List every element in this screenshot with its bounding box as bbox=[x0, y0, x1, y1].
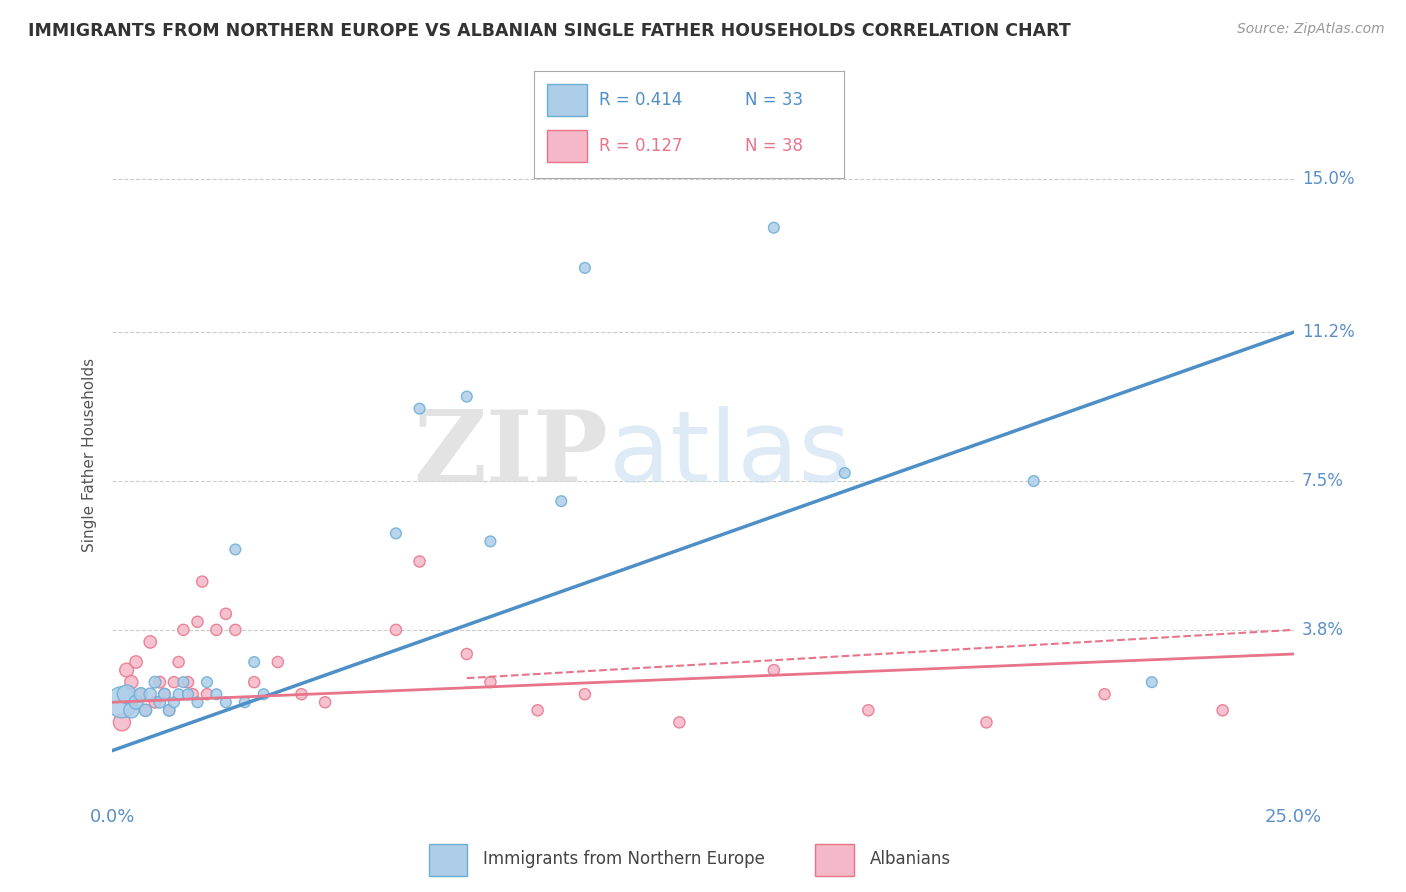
Point bbox=[115, 687, 138, 701]
Text: N = 38: N = 38 bbox=[745, 137, 803, 155]
Point bbox=[177, 675, 200, 690]
Point bbox=[191, 574, 214, 589]
Point bbox=[550, 494, 572, 508]
Point bbox=[167, 655, 190, 669]
Point bbox=[186, 615, 208, 629]
Point bbox=[215, 607, 238, 621]
Text: 7.5%: 7.5% bbox=[1302, 472, 1344, 490]
Point bbox=[233, 695, 256, 709]
Point bbox=[479, 675, 502, 690]
Point bbox=[456, 390, 478, 404]
Point bbox=[149, 695, 172, 709]
Point bbox=[243, 675, 266, 690]
Point bbox=[385, 623, 408, 637]
Bar bbox=[815, 844, 855, 876]
Point bbox=[290, 687, 312, 701]
Text: ZIP: ZIP bbox=[413, 407, 609, 503]
Point bbox=[153, 687, 176, 701]
Point bbox=[177, 687, 200, 701]
Point bbox=[172, 623, 194, 637]
Point bbox=[976, 715, 998, 730]
Point bbox=[195, 675, 218, 690]
Point bbox=[181, 687, 204, 701]
Point bbox=[135, 703, 157, 717]
Point bbox=[762, 663, 785, 677]
Bar bbox=[429, 844, 467, 876]
Point bbox=[125, 655, 148, 669]
Point bbox=[224, 623, 246, 637]
Point bbox=[205, 623, 228, 637]
Text: R = 0.127: R = 0.127 bbox=[599, 137, 683, 155]
Point bbox=[167, 687, 190, 701]
Point bbox=[267, 655, 290, 669]
Point bbox=[163, 675, 186, 690]
Point bbox=[115, 663, 138, 677]
Point bbox=[1212, 703, 1234, 717]
Point bbox=[111, 715, 134, 730]
Text: N = 33: N = 33 bbox=[745, 91, 803, 109]
Point bbox=[139, 687, 162, 701]
Point bbox=[120, 703, 142, 717]
Point bbox=[153, 687, 176, 701]
Point bbox=[314, 695, 336, 709]
Point bbox=[143, 675, 166, 690]
Bar bbox=[547, 84, 586, 116]
Point bbox=[1094, 687, 1116, 701]
Point bbox=[120, 675, 142, 690]
Text: Albanians: Albanians bbox=[869, 849, 950, 868]
Text: IMMIGRANTS FROM NORTHERN EUROPE VS ALBANIAN SINGLE FATHER HOUSEHOLDS CORRELATION: IMMIGRANTS FROM NORTHERN EUROPE VS ALBAN… bbox=[28, 22, 1071, 40]
Text: R = 0.414: R = 0.414 bbox=[599, 91, 682, 109]
Point bbox=[456, 647, 478, 661]
Point bbox=[408, 401, 430, 416]
Point bbox=[574, 260, 596, 275]
Point bbox=[129, 687, 152, 701]
Point bbox=[157, 703, 180, 717]
Text: 3.8%: 3.8% bbox=[1302, 621, 1344, 639]
Point bbox=[1140, 675, 1163, 690]
Point bbox=[111, 695, 134, 709]
Point bbox=[668, 715, 690, 730]
Point bbox=[149, 675, 172, 690]
Point bbox=[129, 687, 152, 701]
Point bbox=[157, 703, 180, 717]
Point bbox=[243, 655, 266, 669]
Point bbox=[526, 703, 548, 717]
Point bbox=[1022, 474, 1045, 488]
Point bbox=[385, 526, 408, 541]
Point bbox=[762, 220, 785, 235]
Bar bbox=[547, 130, 586, 162]
Point bbox=[574, 687, 596, 701]
Point bbox=[125, 695, 148, 709]
Text: 11.2%: 11.2% bbox=[1302, 323, 1354, 342]
Point bbox=[163, 695, 186, 709]
Point bbox=[205, 687, 228, 701]
Point bbox=[143, 695, 166, 709]
Text: Immigrants from Northern Europe: Immigrants from Northern Europe bbox=[484, 849, 765, 868]
Text: Source: ZipAtlas.com: Source: ZipAtlas.com bbox=[1237, 22, 1385, 37]
Point bbox=[834, 466, 856, 480]
Y-axis label: Single Father Households: Single Father Households bbox=[82, 358, 97, 552]
Point bbox=[139, 635, 162, 649]
Point bbox=[479, 534, 502, 549]
Point bbox=[224, 542, 246, 557]
Point bbox=[408, 554, 430, 568]
Point bbox=[253, 687, 276, 701]
Point bbox=[172, 675, 194, 690]
Point bbox=[135, 703, 157, 717]
Point bbox=[195, 687, 218, 701]
Text: 15.0%: 15.0% bbox=[1302, 170, 1354, 188]
Point bbox=[858, 703, 880, 717]
Text: atlas: atlas bbox=[609, 407, 851, 503]
Point bbox=[215, 695, 238, 709]
Point bbox=[186, 695, 208, 709]
